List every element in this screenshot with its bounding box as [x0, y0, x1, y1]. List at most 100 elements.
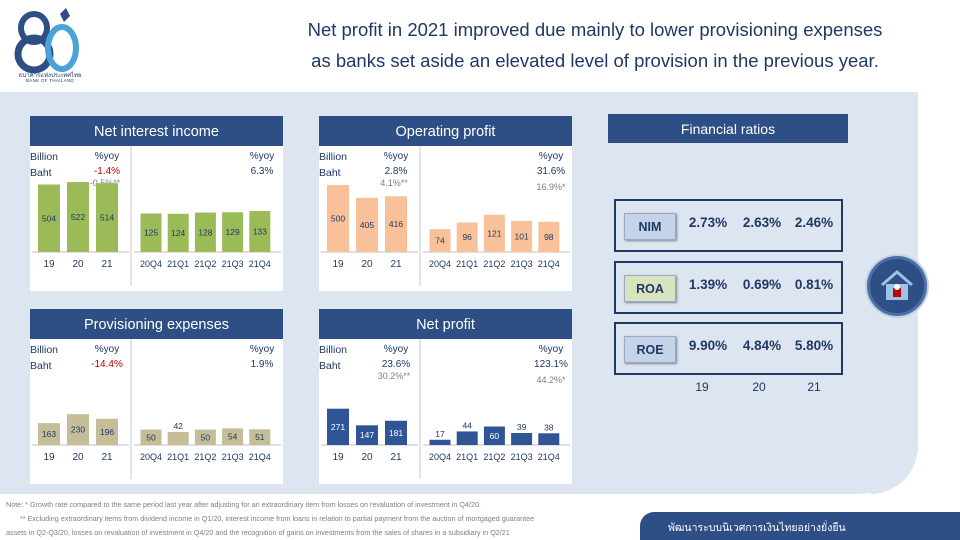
bar-annual — [96, 183, 118, 252]
x-tick-label: 21 — [390, 259, 402, 270]
bar-value-label: 54 — [228, 432, 238, 442]
bar-value-label: 416 — [389, 219, 403, 229]
bar-value-label: 196 — [100, 427, 114, 437]
footnote-3: assets in Q2-Q3/20, losses on revaluatio… — [6, 528, 510, 537]
bar-value-label: 125 — [144, 228, 158, 238]
bar-value-label: 405 — [360, 220, 374, 230]
headline-line-2: as banks set aside an elevated level of … — [311, 50, 879, 71]
ratio-row-roe: ROE 9.90% 4.84% 5.80% — [614, 322, 843, 375]
bar-annual — [67, 414, 89, 445]
ratio-row-nim: NIM 2.73% 2.63% 2.46% — [614, 199, 843, 252]
bar-quarterly — [483, 214, 505, 252]
bar-quarterly — [511, 432, 533, 445]
bar-quarterly — [511, 220, 533, 252]
bar-quarterly — [140, 429, 162, 445]
bar-value-label: 51 — [255, 432, 265, 442]
ratio-label: NIM — [624, 213, 676, 240]
x-tick-label: 21Q2 — [194, 259, 216, 269]
bar-value-label: 124 — [171, 228, 185, 238]
x-tick-label: 21Q1 — [167, 452, 189, 462]
bar-annual — [327, 185, 349, 252]
bar-value-label: 17 — [435, 429, 445, 439]
yoy-annual-adjusted: 4.1%** — [380, 178, 408, 188]
x-tick-label: 20 — [72, 452, 84, 463]
bar-value-label: 121 — [487, 228, 501, 238]
bar-value-label: 44 — [462, 420, 472, 430]
x-tick-label: 21Q2 — [483, 452, 505, 462]
bar-value-label: 42 — [173, 421, 183, 431]
unit-label-2: Baht — [30, 360, 52, 372]
bar-quarterly — [456, 222, 478, 252]
bar-value-label: 101 — [515, 231, 529, 241]
bar-value-label: 500 — [331, 214, 345, 224]
yoy-quarterly: 6.3% — [251, 166, 274, 177]
bar-value-label: 96 — [462, 232, 472, 242]
ratios-title: Financial ratios — [608, 114, 848, 143]
chart-nii: Billion Baht %yoy -1.4%-0.5%** %yoy 6.3% 504 19… — [30, 146, 281, 286]
bar-quarterly — [538, 221, 560, 252]
bar-quarterly — [249, 211, 271, 252]
bar-value-label: 38 — [544, 422, 554, 432]
bar-annual — [96, 418, 118, 445]
bar-value-label: 504 — [42, 213, 56, 223]
yoy-header: %yoy — [539, 151, 563, 162]
page-headline: Net profit in 2021 improved due mainly t… — [270, 14, 920, 76]
bar-value-label: 60 — [490, 431, 500, 441]
chart-card-nii: Net interest income Billion Baht %yoy -1.4%… — [30, 116, 283, 291]
yoy-header: %yoy — [95, 344, 119, 355]
x-tick-label: 21Q3 — [222, 259, 244, 269]
bar-quarterly — [429, 229, 451, 252]
bar-quarterly — [222, 428, 244, 445]
x-tick-label: 21Q2 — [483, 259, 505, 269]
ratio-year-label: 19 — [695, 380, 709, 394]
bar-value-label: 50 — [201, 432, 211, 442]
yoy-quarterly: 1.9% — [251, 359, 274, 370]
bar-quarterly — [483, 426, 505, 445]
chart-card-net-profit: Net profit Billion Baht %yoy 23.6% 30.2%** %y… — [319, 309, 572, 484]
ratio-value: 5.80% — [794, 338, 834, 353]
yoy-quarterly-adjusted: 16.9%* — [536, 182, 566, 192]
bar-quarterly — [194, 429, 216, 445]
ratio-value: 1.39% — [688, 277, 728, 292]
ratio-value: 2.73% — [688, 215, 728, 230]
ratio-year-label: 20 — [752, 380, 766, 394]
bar-value-label: 522 — [71, 212, 85, 222]
bar-quarterly — [140, 213, 162, 252]
chart-provisioning: Billion Baht %yoy -14.4% %yoy 1.9% 163 19 230 20 1… — [30, 339, 281, 479]
unit-label-2: Baht — [319, 167, 341, 179]
chart-title: Provisioning expenses — [30, 309, 283, 339]
x-tick-label: 21Q1 — [167, 259, 189, 269]
bar-annual — [356, 425, 378, 445]
unit-label-1: Billion — [319, 151, 347, 163]
x-tick-label: 21Q3 — [222, 452, 244, 462]
bar-annual — [385, 196, 407, 252]
yoy-quarterly-adjusted: 44.2%* — [536, 375, 566, 385]
bar-quarterly — [249, 429, 271, 445]
bar-value-label: 133 — [253, 227, 267, 237]
bar-value-label: 39 — [517, 422, 527, 432]
x-tick-label: 20 — [361, 452, 373, 463]
bank-house-icon — [881, 270, 913, 300]
unit-label-2: Baht — [319, 360, 341, 372]
footnote-2: ** Excluding extraordinary items from di… — [20, 514, 535, 523]
bank-house-button[interactable] — [867, 256, 927, 316]
chart-card-operating-profit: Operating profit Billion Baht %yoy 2.8% 4.1%… — [319, 116, 572, 291]
chart-title: Net profit — [319, 309, 572, 339]
x-tick-label: 21Q2 — [194, 452, 216, 462]
yoy-annual: 23.6% — [382, 359, 410, 370]
yoy-quarterly: 123.1% — [534, 359, 568, 370]
ratio-year-label: 21 — [807, 380, 821, 394]
bar-value-label: 147 — [360, 430, 374, 440]
x-tick-label: 20Q4 — [140, 259, 162, 269]
bar-value-label: 271 — [331, 422, 345, 432]
ratio-value: 9.90% — [688, 338, 728, 353]
bar-value-label: 129 — [226, 227, 240, 237]
ratio-label: ROE — [624, 336, 676, 363]
ratio-label: ROA — [624, 275, 676, 302]
bar-quarterly — [456, 431, 478, 445]
bar-quarterly — [222, 212, 244, 252]
bar-value-label: 98 — [544, 232, 554, 242]
x-tick-label: 21Q4 — [249, 259, 271, 269]
unit-label-1: Billion — [319, 344, 347, 356]
yoy-annual: -1.4% — [94, 166, 120, 177]
